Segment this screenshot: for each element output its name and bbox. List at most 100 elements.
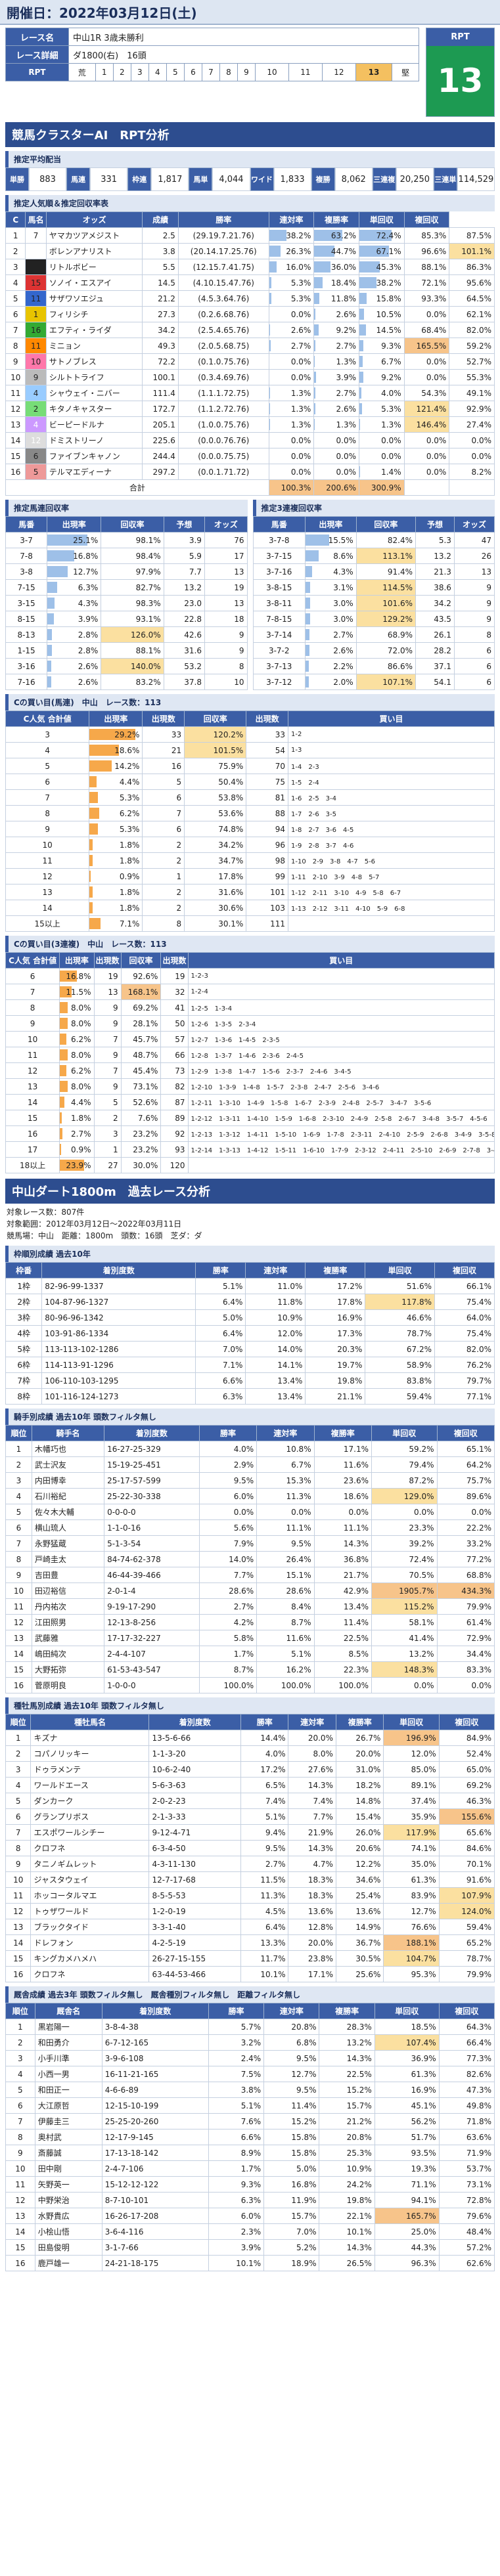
table-cell: 1.8%: [59, 1110, 95, 1126]
table-cell: 89.6%: [436, 1488, 495, 1504]
table-row: 3-7-16 4.3% 91.4% 21.3 13: [252, 563, 495, 580]
race-info-table: レース名 中山1R 3歳未勝利 レース詳細 ダ1800(右) 16頭 RPT 荒…: [5, 28, 419, 81]
table-cell: 92.6%: [120, 968, 162, 984]
table-cell: 8: [5, 2129, 35, 2145]
table-cell: 80-96-96-1342: [41, 1309, 196, 1326]
table-cell: 3-7-15: [252, 548, 306, 564]
rate-text: 1.3%: [290, 388, 311, 398]
table-cell: 3-7-13: [252, 658, 306, 674]
table-cell: 15: [25, 274, 47, 291]
avg-key: 枠連: [127, 167, 152, 191]
table-cell: 3: [5, 1472, 32, 1489]
table-cell: 12: [5, 2192, 35, 2208]
table-cell: 1-11 2-10 3-9 4-8 5-7: [288, 868, 495, 884]
table-cell: 30.1%: [184, 915, 247, 932]
table-cell: 3: [5, 259, 26, 275]
table-cell: 53.8%: [184, 789, 247, 806]
table-cell: 14: [5, 432, 26, 448]
table-cell: 13.6%: [288, 1903, 336, 1919]
rpt-scale-cell: 11: [288, 63, 323, 81]
table-cell: ビーピードルナ: [45, 416, 143, 433]
table-cell: 9.5%: [240, 1840, 289, 1856]
rate-text: 9.3%: [381, 341, 401, 351]
table-cell: 6: [5, 1519, 32, 1536]
table-row: 3-7-14 2.7% 68.9% 26.1 8: [252, 626, 495, 643]
table-cell: 3-7-8: [252, 532, 306, 548]
table-cell: 14: [5, 1094, 60, 1110]
table-cell: 11.1%: [313, 1519, 372, 1536]
table-cell: 14: [5, 1646, 32, 1662]
table-cell: 8.4%: [256, 1598, 315, 1615]
table-cell: 95.6%: [449, 274, 495, 291]
rate-bar: [359, 293, 367, 304]
table-cell: 3.1%: [304, 579, 357, 596]
table-row: 12 0.9% 1 17.8% 99 1-11 2-10 3-9 4-8 5-7: [5, 868, 495, 884]
rate-text: 1.8%: [119, 840, 140, 850]
table-cell: 5.2%: [263, 2239, 320, 2256]
table-cell: 3-8-15: [252, 579, 306, 596]
table-cell: 12-7-17-68: [148, 1871, 241, 1888]
table-cell: 47: [453, 532, 495, 548]
rate-bar: [269, 293, 272, 304]
table-cell: 98: [246, 852, 289, 869]
table-cell: 70.5%: [371, 1567, 438, 1583]
table-cell: 水野貴広: [34, 2208, 102, 2224]
trainer-table: 順位 厩舎名 着別度数 勝率 連対率 複勝率 単回収 複回収 1 黒岩陽一 3-8-4-38 5.7%…: [5, 2003, 495, 2271]
table-cell: 12.7%: [47, 563, 102, 580]
table-cell: 10.5%: [359, 306, 405, 322]
rate-bar: [269, 387, 270, 399]
table-cell: 1.3%: [313, 416, 359, 433]
table-cell: 52.6%: [120, 1094, 162, 1110]
rate-text: 63.2%: [330, 230, 356, 240]
column-header: 単回収: [374, 2003, 440, 2019]
table-cell: 98.1%: [101, 532, 164, 548]
table-cell: 19: [93, 968, 122, 984]
table-cell: 27.3: [142, 306, 179, 322]
table-cell: 4: [5, 274, 26, 291]
table-cell: 97.9%: [101, 563, 164, 580]
rate-text: 2.6%: [78, 677, 99, 687]
rate-bar: [47, 676, 52, 688]
table-cell: 13: [5, 1919, 32, 1935]
column-header: C人気 合計値: [5, 952, 60, 969]
rate-text: 8.0%: [71, 1018, 91, 1028]
table-cell: 15: [5, 448, 26, 464]
table-cell: 20.0%: [335, 1745, 384, 1762]
table-cell: 7: [142, 805, 185, 821]
table-cell: 113.1%: [355, 548, 417, 564]
table-cell: 2: [142, 884, 185, 900]
table-cell: 13: [5, 1630, 32, 1646]
table-cell: 10.9%: [319, 2160, 375, 2177]
table-cell: 96: [246, 837, 289, 853]
column-header: 馬番: [5, 516, 48, 533]
table-cell: 20.3%: [305, 1341, 366, 1357]
empty-cell: [403, 479, 450, 496]
table-row: 3-8 12.7% 97.9% 7.7 13: [5, 563, 248, 580]
table-cell: 1枠: [5, 1278, 43, 1294]
course-title: 中山ダート1800m 過去レース分析: [5, 1179, 495, 1204]
course-info: 対象レース数：807件 対象範囲：2012年03月12日〜2022年03月11日競…: [7, 1206, 493, 1242]
rpt-scale-cell: 6: [183, 63, 202, 81]
table-cell: 63.6%: [438, 2129, 495, 2145]
table-cell: (4.10.15.47.76): [177, 274, 269, 291]
column-header: 予想: [163, 516, 205, 533]
table-cell: 106-110-103-1295: [41, 1372, 196, 1389]
rate-bar: [269, 419, 270, 430]
table-row: 7 16 エフティ・ライダ 34.2 (2.5.4.65.76) 2.6% 9.2% 14.5…: [5, 322, 495, 338]
table-cell: 9.3%: [208, 2176, 265, 2193]
table-cell: 7.1%: [89, 915, 143, 932]
trainer-label: 厩舎成績 過去3年 頭数フィルタ無し 厩舎種別フィルタ無し 距離フィルタ無し: [5, 1986, 495, 2003]
table-cell: 19.3%: [374, 2160, 440, 2177]
table-cell: 12.0%: [245, 1325, 306, 1342]
table-cell: 11.6%: [256, 1630, 315, 1646]
table-cell: 121.4%: [403, 401, 450, 417]
table-cell: 1-2-3: [187, 968, 495, 984]
rate-text: 1.4%: [381, 467, 401, 477]
rate-text: 8.0%: [71, 1081, 91, 1091]
table-cell: 6.4%: [195, 1294, 246, 1310]
rpt-scale-label: RPT: [5, 63, 69, 81]
table-cell: 1-2-5 1-3-4: [187, 999, 495, 1016]
table-cell: [288, 915, 495, 932]
table-cell: 115.2%: [371, 1598, 438, 1615]
